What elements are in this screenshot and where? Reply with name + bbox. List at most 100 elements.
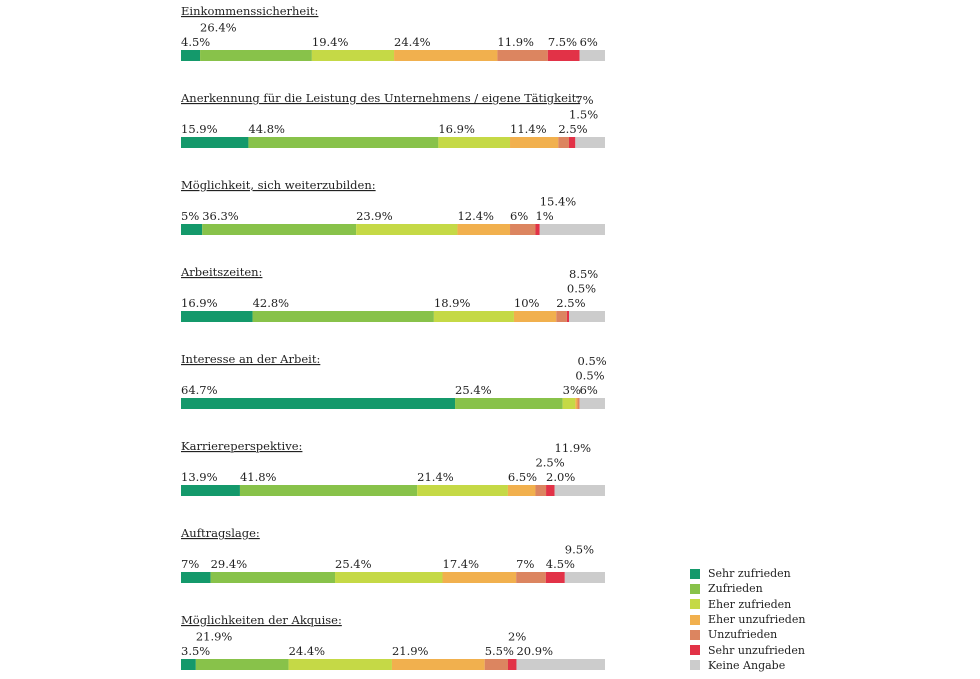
- bar-segment: [210, 572, 336, 583]
- data-label: 15.4%: [540, 195, 577, 209]
- data-label: 1%: [535, 209, 553, 223]
- data-label: 7%: [181, 557, 199, 571]
- data-label: 15.9%: [181, 122, 218, 136]
- data-label: 10%: [514, 296, 540, 310]
- bar-segment: [181, 137, 249, 148]
- bar-segment: [516, 659, 605, 670]
- bar-segment: [546, 485, 555, 496]
- bar-segment: [181, 50, 201, 61]
- data-label: 6.5%: [508, 470, 537, 484]
- bar-title: Arbeitszeiten:: [180, 265, 262, 279]
- legend-item: Sehr unzufrieden: [690, 642, 890, 657]
- legend-item: Unzufrieden: [690, 627, 890, 642]
- bar-segment: [200, 50, 312, 61]
- legend-label: Eher unzufrieden: [708, 613, 806, 627]
- bar-group: Interesse an der Arbeit:64.7% 25.4% 3%0.5%…: [181, 352, 607, 409]
- bar-segment: [457, 224, 511, 235]
- data-label: 5%: [181, 209, 199, 223]
- data-label: 4.5%: [546, 557, 575, 571]
- bar-title: Einkommenssicherheit:: [181, 4, 318, 18]
- bar-segment: [545, 572, 565, 583]
- bar-title: Möglichkeit, sich weiterzubilden:: [181, 178, 376, 192]
- bar-segment: [562, 398, 576, 409]
- data-label: 26.4%: [200, 21, 237, 35]
- bar-segment: [497, 50, 548, 61]
- bar-title: Anerkennung für die Leistung des Unterne…: [180, 91, 580, 105]
- bar-group: Karriereperspektive:13.9% 41.8% 21.4% 6.5%2…: [181, 439, 605, 496]
- data-label: 0.5%: [575, 369, 604, 383]
- bar-segment: [311, 50, 395, 61]
- data-label: 17.4%: [443, 557, 480, 571]
- bar-segment: [181, 311, 253, 322]
- legend-item: Keine Angabe: [690, 658, 890, 673]
- bar-segment: [510, 137, 559, 148]
- legend-swatch: [690, 568, 700, 579]
- data-label: 42.8%: [253, 296, 290, 310]
- data-label: 12.4%: [457, 209, 494, 223]
- bar-segment: [394, 50, 498, 61]
- legend-label: Keine Angabe: [708, 658, 786, 672]
- data-label: 19.4%: [312, 35, 349, 49]
- bar-segment: [239, 485, 418, 496]
- bar-segment: [554, 485, 605, 496]
- bar-segment: [577, 398, 580, 409]
- data-label: 24.4%: [394, 35, 431, 49]
- data-label: 6%: [580, 35, 598, 49]
- bar-segment: [535, 224, 540, 235]
- legend-swatch: [690, 599, 700, 610]
- bar-segment: [507, 485, 536, 496]
- bar-segment: [417, 485, 508, 496]
- legend-swatch: [690, 583, 700, 594]
- data-label: 3%: [563, 383, 581, 397]
- bar-segment: [508, 659, 517, 670]
- data-label: 13.9%: [181, 470, 218, 484]
- bar-segment: [539, 224, 605, 235]
- data-label: 7%: [516, 557, 534, 571]
- bar-segment: [558, 137, 569, 148]
- data-label: 41.8%: [240, 470, 277, 484]
- legend-item: Eher zufrieden: [690, 597, 890, 612]
- data-label: 7%: [575, 93, 593, 107]
- legend-label: Zufrieden: [708, 582, 763, 596]
- data-label: 20.9%: [516, 644, 553, 658]
- legend-swatch: [690, 614, 700, 625]
- bar-segment: [569, 311, 605, 322]
- legend-label: Sehr zufrieden: [708, 567, 791, 581]
- bar-segment: [510, 224, 536, 235]
- bar-segment: [252, 311, 434, 322]
- bar-segment: [433, 311, 514, 322]
- legend-swatch: [690, 645, 700, 656]
- data-label: 2%: [508, 630, 526, 644]
- data-label: 23.9%: [356, 209, 393, 223]
- bar-segment: [181, 659, 196, 670]
- legend-label: Sehr unzufrieden: [708, 643, 805, 657]
- bar-segment: [181, 224, 203, 235]
- bar-segment: [484, 659, 508, 670]
- data-label: 25.4%: [335, 557, 372, 571]
- data-label: 11.9%: [555, 441, 592, 455]
- legend-swatch: [690, 629, 700, 640]
- bar-group: Anerkennung für die Leistung des Unterne…: [180, 91, 605, 148]
- bar-segment: [335, 572, 443, 583]
- bar-title: Auftragslage:: [180, 526, 260, 540]
- data-label: 25.4%: [455, 383, 492, 397]
- data-label: 2.0%: [546, 470, 575, 484]
- data-label: 16.9%: [438, 122, 475, 136]
- data-label: 21.9%: [392, 644, 429, 658]
- data-label: 7.5%: [548, 35, 577, 49]
- data-label: 29.4%: [211, 557, 248, 571]
- bar-segment: [513, 311, 557, 322]
- data-label: 2.5%: [556, 296, 585, 310]
- bar-segment: [547, 50, 580, 61]
- bar-segment: [202, 224, 357, 235]
- data-label: 11.9%: [497, 35, 534, 49]
- data-label: 24.4%: [289, 644, 326, 658]
- bar-segment: [391, 659, 485, 670]
- bar-segment: [442, 572, 517, 583]
- bar-segment: [556, 311, 567, 322]
- bar-segment: [248, 137, 439, 148]
- legend-label: Unzufrieden: [708, 628, 778, 642]
- bar-segment: [195, 659, 289, 670]
- data-label: 16.9%: [181, 296, 218, 310]
